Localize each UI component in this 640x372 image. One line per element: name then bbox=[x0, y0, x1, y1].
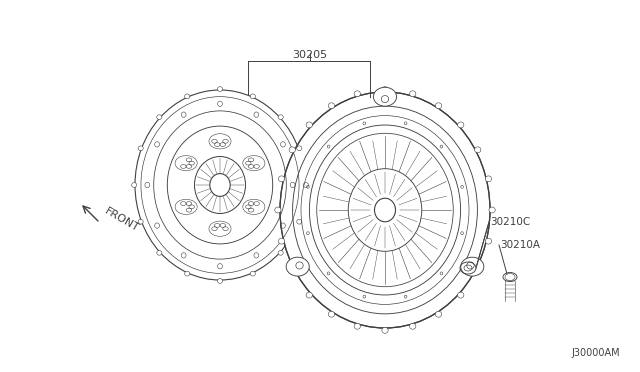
Ellipse shape bbox=[289, 147, 296, 153]
Ellipse shape bbox=[354, 323, 360, 329]
Text: 30210C: 30210C bbox=[490, 217, 531, 227]
Ellipse shape bbox=[278, 250, 284, 255]
Ellipse shape bbox=[280, 92, 490, 328]
Ellipse shape bbox=[475, 147, 481, 153]
Ellipse shape bbox=[306, 292, 312, 298]
Ellipse shape bbox=[218, 87, 223, 92]
Ellipse shape bbox=[184, 94, 189, 99]
Ellipse shape bbox=[250, 271, 255, 276]
Ellipse shape bbox=[157, 115, 162, 119]
Ellipse shape bbox=[297, 146, 302, 151]
Ellipse shape bbox=[275, 207, 281, 213]
Ellipse shape bbox=[475, 267, 481, 273]
Ellipse shape bbox=[354, 91, 360, 97]
Ellipse shape bbox=[167, 126, 273, 244]
Ellipse shape bbox=[374, 198, 396, 222]
Ellipse shape bbox=[328, 311, 335, 317]
Ellipse shape bbox=[348, 169, 422, 251]
Ellipse shape bbox=[138, 146, 143, 151]
Ellipse shape bbox=[458, 292, 464, 298]
Ellipse shape bbox=[485, 176, 492, 182]
Ellipse shape bbox=[135, 90, 305, 280]
Ellipse shape bbox=[328, 103, 335, 109]
Ellipse shape bbox=[410, 91, 416, 97]
Ellipse shape bbox=[382, 327, 388, 333]
Ellipse shape bbox=[250, 94, 255, 99]
Ellipse shape bbox=[278, 176, 285, 182]
Text: 30210A: 30210A bbox=[500, 240, 540, 250]
Ellipse shape bbox=[132, 183, 137, 187]
Ellipse shape bbox=[382, 87, 388, 93]
Ellipse shape bbox=[489, 207, 495, 213]
Ellipse shape bbox=[218, 279, 223, 283]
Ellipse shape bbox=[410, 323, 416, 329]
Text: J30000AM: J30000AM bbox=[572, 348, 620, 358]
Ellipse shape bbox=[461, 257, 484, 276]
Text: FRONT: FRONT bbox=[103, 206, 141, 234]
Ellipse shape bbox=[309, 125, 461, 295]
Ellipse shape bbox=[303, 183, 308, 187]
Text: 30205: 30205 bbox=[292, 50, 328, 60]
Ellipse shape bbox=[435, 311, 442, 317]
Ellipse shape bbox=[306, 122, 312, 128]
Ellipse shape bbox=[374, 87, 397, 106]
Ellipse shape bbox=[157, 250, 162, 255]
Ellipse shape bbox=[485, 238, 492, 244]
Ellipse shape bbox=[278, 115, 284, 119]
Ellipse shape bbox=[503, 273, 517, 282]
Ellipse shape bbox=[195, 157, 246, 214]
Ellipse shape bbox=[289, 267, 296, 273]
Ellipse shape bbox=[184, 271, 189, 276]
Ellipse shape bbox=[278, 238, 285, 244]
Ellipse shape bbox=[297, 219, 302, 224]
Ellipse shape bbox=[435, 103, 442, 109]
Ellipse shape bbox=[286, 257, 309, 276]
Ellipse shape bbox=[458, 122, 464, 128]
Ellipse shape bbox=[210, 174, 230, 196]
Ellipse shape bbox=[138, 219, 143, 224]
